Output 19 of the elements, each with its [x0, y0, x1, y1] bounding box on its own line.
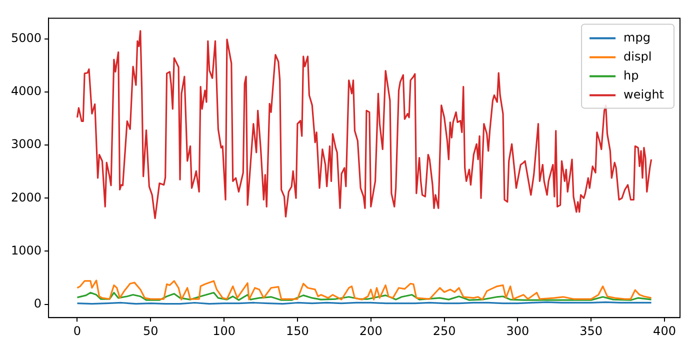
x-tick-label: 50	[143, 324, 158, 338]
y-tick-label: 4000	[10, 84, 42, 98]
legend-label: weight	[624, 87, 664, 102]
y-tick-label: 3000	[10, 137, 42, 152]
y-tick-label: 0	[34, 296, 42, 310]
legend-label: hp	[624, 68, 639, 82]
x-tick-label: 150	[286, 324, 309, 338]
legend-label: displ	[624, 49, 652, 64]
legend-label: mpg	[624, 30, 650, 44]
y-tick-label: 5000	[10, 31, 42, 46]
x-tick-label: 0	[73, 324, 82, 338]
x-tick-label: 400	[653, 324, 676, 338]
x-tick-label: 250	[432, 324, 456, 338]
y-tick-label: 2000	[10, 190, 42, 204]
y-tick-label: 1000	[10, 243, 42, 258]
x-tick-label: 100	[212, 324, 236, 338]
x-tick-label: 350	[580, 324, 603, 338]
x-tick-label: 200	[359, 324, 382, 338]
x-tick-label: 300	[506, 324, 530, 338]
